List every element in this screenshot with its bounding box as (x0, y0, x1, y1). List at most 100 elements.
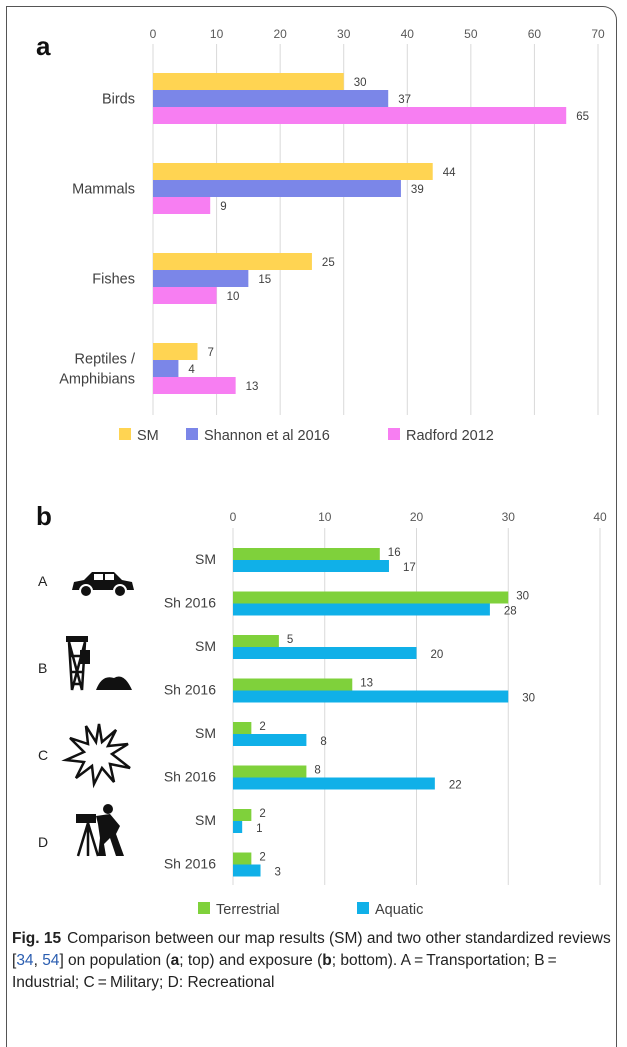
panel-b-bar (233, 548, 380, 560)
panel-b-bar (233, 809, 251, 821)
panel-b-data-label: 13 (360, 678, 373, 690)
panel-b-bar (233, 865, 261, 877)
panel-b-group-letter: C (38, 747, 48, 763)
panel-a-category-label: Mammals (72, 182, 135, 198)
panel-b-bar (233, 766, 306, 778)
panel-b-row-label: Sh 2016 (164, 769, 216, 785)
panel-a-legend-swatch (119, 428, 131, 440)
panel-a-tick-label: 50 (464, 27, 478, 41)
panel-b-bar (233, 821, 242, 833)
panel-b-data-label: 5 (287, 634, 293, 646)
panel-a-bar (153, 377, 236, 394)
panel-a-tick-label: 0 (150, 27, 157, 41)
panel-b-bar (233, 592, 508, 604)
panel-b-data-label: 17 (403, 562, 416, 574)
panel-a-tick-label: 40 (401, 27, 415, 41)
panel-a-data-label: 25 (322, 257, 335, 269)
caption-sep: , (34, 952, 43, 969)
mine-tower-icon (66, 636, 132, 690)
panel-a-bar (153, 73, 344, 90)
panel-a-bar (153, 360, 178, 377)
camera-tripod-icon (76, 804, 124, 856)
caption-panel-b: b (322, 952, 331, 969)
panel-a-data-label: 39 (411, 184, 424, 196)
panel-a-data-label: 15 (258, 274, 271, 286)
panel-a-category-label: Fishes (92, 272, 135, 288)
panel-b-bar (233, 853, 251, 865)
caption-fig-label: Fig. 15 (12, 930, 61, 947)
panel-b-bar (233, 560, 389, 572)
panel-a-data-label: 9 (220, 201, 226, 213)
panel-b-bar (233, 647, 417, 659)
panel-a-bar (153, 107, 566, 124)
panel-a-bar (153, 343, 198, 360)
panel-b-row-label: Sh 2016 (164, 595, 216, 611)
panel-b-group-letter: B (38, 660, 47, 676)
panel-a-data-label: 7 (208, 347, 214, 359)
panel-b-data-label: 3 (275, 867, 281, 879)
panel-b-tick-label: 20 (410, 510, 424, 524)
panel-a-data-label: 37 (398, 94, 411, 106)
caption-ref-34[interactable]: 34 (16, 952, 33, 969)
panel-b-tick-label: 10 (318, 510, 332, 524)
panel-b-bar (233, 679, 352, 691)
panel-a-data-label: 44 (443, 167, 456, 179)
panel-a-bar (153, 163, 433, 180)
panel-a-bar (153, 197, 210, 214)
panel-b-data-label: 2 (259, 721, 265, 733)
panel-a-category-label: Reptiles / (75, 352, 136, 368)
panel-b-row-label: SM (195, 638, 216, 654)
panel-b-data-label: 28 (504, 606, 517, 618)
panel-b-group-letter: D (38, 834, 48, 850)
panel-a-data-label: 30 (354, 77, 367, 89)
car-icon (72, 572, 134, 597)
panel-b-bar (233, 778, 435, 790)
panel-b-tick-label: 30 (502, 510, 516, 524)
panel-b-data-label: 8 (320, 736, 326, 748)
panel-b-tick-label: 0 (230, 510, 237, 524)
panel-b-data-label: 2 (259, 852, 265, 864)
explosion-icon (66, 724, 130, 784)
panel-b-data-label: 8 (314, 765, 320, 777)
panel-b-bar (233, 604, 490, 616)
panel-b-row-label: SM (195, 725, 216, 741)
panel-a-tick-label: 30 (337, 27, 351, 41)
panel-a-data-label: 4 (188, 364, 195, 376)
panel-a-tick-label: 70 (591, 27, 605, 41)
panel-b-row-label: Sh 2016 (164, 682, 216, 698)
panel-b-data-label: 1 (256, 823, 262, 835)
panel-b-row-label: SM (195, 812, 216, 828)
panel-a-data-label: 13 (246, 381, 259, 393)
panel-b-legend-label: Terrestrial (216, 902, 280, 918)
panel-b-letter: b (36, 501, 52, 531)
panel-b-data-label: 30 (522, 693, 535, 705)
caption-text-3: ; top) and exposure ( (179, 952, 322, 969)
figure-caption: Fig. 15 Comparison between our map result… (12, 928, 612, 994)
panel-a-tick-label: 10 (210, 27, 224, 41)
panel-a-legend-swatch (186, 428, 198, 440)
panel-a-bar (153, 180, 401, 197)
panel-b-data-label: 20 (431, 649, 444, 661)
caption-ref-54[interactable]: 54 (42, 952, 59, 969)
panel-a-legend-label: Radford 2012 (406, 428, 494, 444)
panel-b-data-label: 22 (449, 780, 462, 792)
panel-b-bar (233, 691, 508, 703)
panel-b-row-label: SM (195, 551, 216, 567)
panel-a-tick-label: 60 (528, 27, 542, 41)
panel-b-data-label: 2 (259, 808, 265, 820)
panel-a-data-label: 10 (227, 291, 240, 303)
panel-b-tick-label: 40 (593, 510, 607, 524)
panel-a-legend-label: SM (137, 428, 159, 444)
panel-a-bar (153, 287, 217, 304)
panel-b-legend-swatch (357, 902, 369, 914)
panel-b-legend-swatch (198, 902, 210, 914)
panel-a-legend-label: Shannon et al 2016 (204, 428, 330, 444)
panel-a-category-label: Amphibians (59, 372, 135, 388)
caption-text-2: ] on population ( (59, 952, 170, 969)
panel-b-legend-label: Aquatic (375, 902, 423, 918)
panel-b-bar (233, 722, 251, 734)
panel-a-bar (153, 90, 388, 107)
panel-b-bar (233, 734, 306, 746)
panel-b-bar (233, 635, 279, 647)
